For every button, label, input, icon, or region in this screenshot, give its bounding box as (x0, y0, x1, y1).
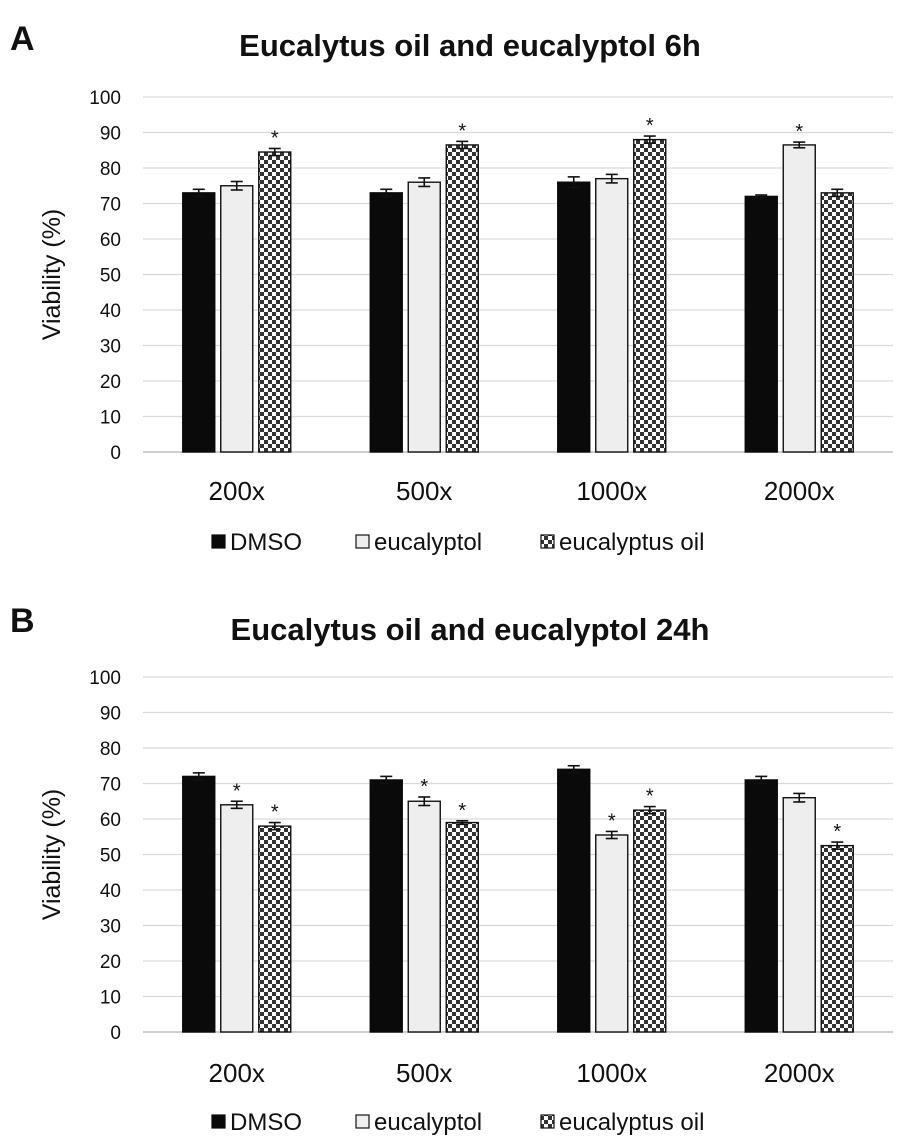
legend-entry: eucalyptol (374, 529, 482, 556)
y-tick-label: 90 (100, 704, 121, 725)
chart-title: Eucalytus oil and eucalyptol 6h (239, 28, 701, 63)
bar-eucalyptol (407, 800, 441, 1033)
chart-title: Eucalytus oil and eucalyptol 24h (231, 612, 710, 647)
x-category-label: 500x (396, 476, 452, 506)
panel-label: B (10, 602, 35, 640)
x-category-label: 1000x (576, 476, 647, 506)
legend-swatch-DMSO (211, 534, 226, 549)
bar-group-200x: ** (182, 772, 292, 1033)
gridlines (143, 96, 893, 453)
legend-swatch-eucalyptus-oil (540, 534, 555, 549)
bar-DMSO (369, 779, 403, 1033)
bar-eucalyptus-oil (820, 192, 854, 453)
bar-DMSO (744, 779, 778, 1033)
y-tick-label: 60 (100, 230, 121, 251)
legend-entry: DMSO (230, 529, 302, 556)
y-tick-label: 80 (100, 739, 121, 760)
bar-group-2000x: * (744, 121, 854, 453)
significance-marker: * (795, 121, 803, 143)
legend-entry: eucalyptol (374, 1109, 482, 1136)
significance-marker: * (608, 810, 616, 832)
y-tick-label: 20 (100, 952, 121, 973)
legend-swatch-DMSO (211, 1114, 226, 1129)
significance-marker: * (271, 802, 279, 824)
legend-swatch-eucalyptol (355, 534, 370, 549)
y-tick-label: 100 (89, 668, 121, 689)
y-tick-label: 70 (100, 775, 121, 796)
legend-entry: DMSO (230, 1109, 302, 1136)
panel-label: A (10, 20, 35, 58)
legend-swatch-eucalyptol (355, 1114, 370, 1129)
significance-marker: * (420, 776, 428, 798)
y-tick-label: 40 (100, 881, 121, 902)
bar-DMSO (369, 192, 403, 453)
bar-DMSO (557, 768, 591, 1033)
bar-eucalyptus-oil (633, 138, 667, 453)
bar-group-200x: * (182, 127, 292, 453)
bar-group-1000x: ** (557, 764, 667, 1033)
legend-swatch-eucalyptus-oil (540, 1114, 555, 1129)
significance-marker: * (833, 821, 841, 843)
bar-group-1000x: * (557, 115, 667, 453)
bar-eucalyptol (220, 804, 254, 1033)
y-tick-label: 0 (110, 1023, 121, 1044)
bar-eucalyptus-oil (820, 844, 854, 1033)
chart-panel-B: B Eucalytus oil and eucalyptol 24h Viabili… (10, 602, 893, 1136)
chart-panel-A: A Eucalytus oil and eucalyptol 6h Viabilit… (10, 20, 893, 556)
legend: DMSO eucalyptol eucalyptus oil (211, 529, 704, 556)
significance-marker: * (233, 780, 241, 802)
legend-entry: eucalyptus oil (559, 529, 704, 556)
bar-eucalyptol (595, 177, 629, 453)
x-category-label: 2000x (764, 1058, 835, 1088)
significance-marker: * (458, 120, 466, 142)
y-tick-label: 30 (100, 917, 121, 938)
y-tick-label: 70 (100, 195, 121, 216)
y-tick-label: 30 (100, 337, 121, 358)
bar-DMSO (182, 192, 216, 453)
y-tick-label: 90 (100, 124, 121, 145)
x-category-label: 200x (209, 1058, 265, 1088)
y-tick-label: 50 (100, 846, 121, 867)
y-tick-label: 0 (110, 443, 121, 464)
bar-eucalyptol (407, 181, 441, 453)
bar-group-2000x: * (744, 775, 854, 1033)
significance-marker: * (458, 800, 466, 822)
bar-eucalyptus-oil (633, 809, 667, 1033)
gridlines (143, 676, 893, 1033)
legend-entry: eucalyptus oil (559, 1109, 704, 1136)
y-tick-label: 10 (100, 408, 121, 429)
x-category-label: 200x (209, 476, 265, 506)
bar-DMSO (744, 195, 778, 453)
bar-eucalyptus-oil (258, 825, 292, 1033)
y-tick-label: 10 (100, 988, 121, 1009)
bar-eucalyptus-oil (258, 151, 292, 453)
y-tick-label: 80 (100, 159, 121, 180)
bar-eucalyptol (782, 797, 816, 1033)
y-tick-label: 60 (100, 810, 121, 831)
y-tick-label: 50 (100, 266, 121, 287)
legend: DMSO eucalyptol eucalyptus oil (211, 1109, 704, 1136)
significance-marker: * (646, 786, 654, 808)
x-category-label: 1000x (576, 1058, 647, 1088)
y-tick-label: 100 (89, 88, 121, 109)
significance-marker: * (271, 127, 279, 149)
bar-group-500x: * (369, 120, 479, 453)
x-category-label: 2000x (764, 476, 835, 506)
bar-DMSO (182, 775, 216, 1033)
bar-eucalyptol (782, 144, 816, 453)
bar-DMSO (557, 181, 591, 453)
significance-marker: * (646, 115, 654, 137)
y-axis-label: Viability (%) (38, 209, 66, 341)
x-category-label: 500x (396, 1058, 452, 1088)
bar-eucalyptol (595, 834, 629, 1033)
y-axis-label: Viability (%) (38, 789, 66, 921)
bar-eucalyptus-oil (445, 144, 479, 453)
bar-eucalyptus-oil (445, 821, 479, 1033)
y-tick-label: 20 (100, 372, 121, 393)
y-tick-label: 40 (100, 301, 121, 322)
bar-eucalyptol (220, 185, 254, 453)
bar-group-500x: ** (369, 775, 479, 1033)
